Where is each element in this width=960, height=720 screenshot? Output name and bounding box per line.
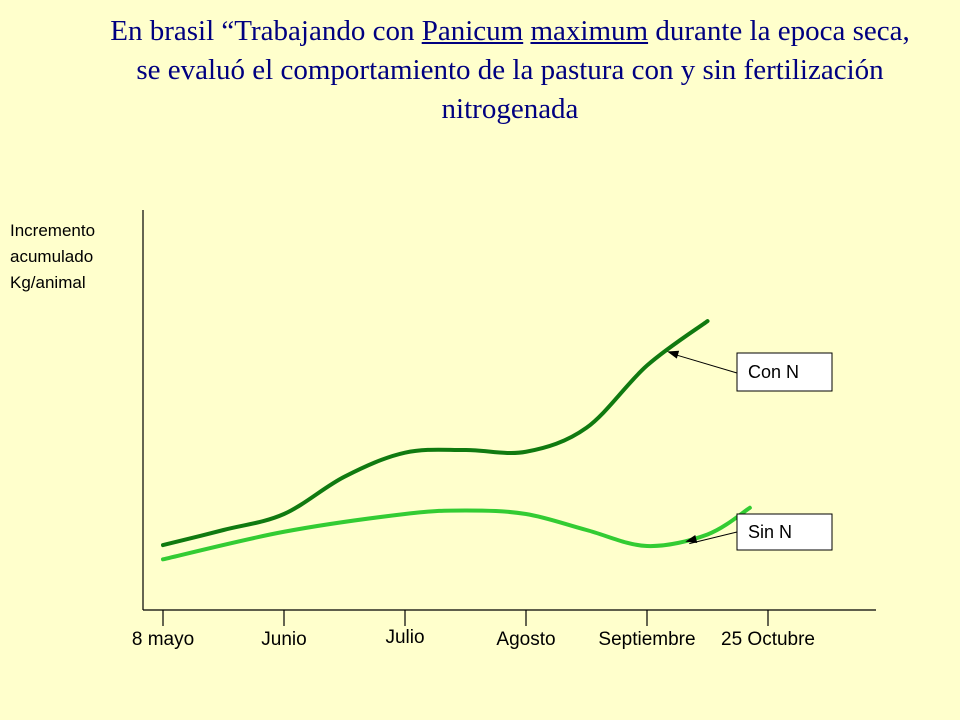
x-tick-label: 8 mayo — [132, 629, 194, 650]
series-label-box — [736, 513, 833, 551]
x-tick-label: Junio — [261, 629, 306, 650]
callout-arrowhead — [685, 534, 698, 543]
series-line-sin-n — [161, 505, 752, 562]
y-axis-label-line-1: Incremento — [10, 221, 96, 240]
callout-arrowhead — [667, 350, 680, 359]
x-tick-label: 25 Octubre — [721, 629, 815, 650]
x-tick-label: Septiembre — [598, 629, 695, 650]
y-axis-label: Incremento acumulado Kg/animal — [10, 218, 95, 296]
callout-arrow-line — [689, 531, 738, 545]
chart-title: En brasil “Trabajando con Panicum maximu… — [100, 12, 920, 129]
title-text-part1: En brasil “Trabajando con — [110, 15, 422, 47]
series-label-box — [736, 352, 833, 392]
title-species: maximum — [530, 15, 649, 47]
series-label-con-n: Con N — [748, 362, 799, 382]
x-tick-label: Agosto — [496, 629, 555, 650]
series-line-con-n — [161, 319, 710, 548]
y-axis-label-line-3: Kg/animal — [10, 273, 86, 292]
y-axis-label-line-2: acumulado — [10, 247, 94, 266]
title-text-part2: durante la epoca seca, se evaluó el comp… — [136, 15, 910, 125]
title-genus: Panicum — [421, 15, 524, 47]
x-tick-label: Julio — [385, 627, 424, 648]
series-label-sin-n: Sin N — [748, 522, 792, 542]
callout-arrow-line — [671, 352, 738, 374]
